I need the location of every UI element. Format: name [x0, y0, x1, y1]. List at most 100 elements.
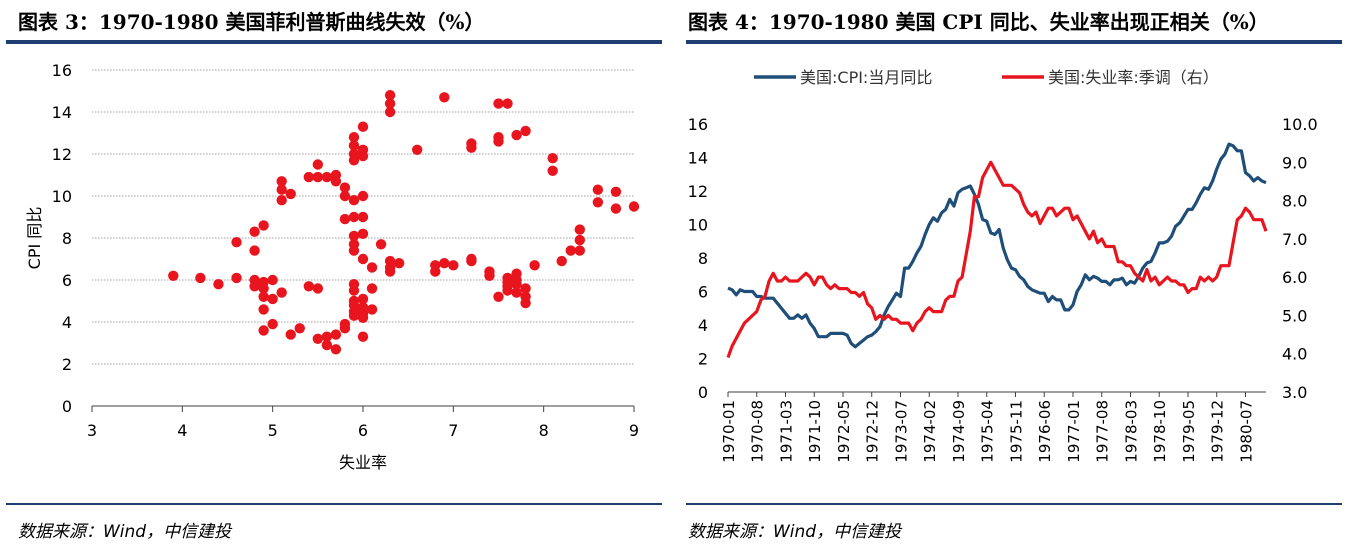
scatter-point	[520, 125, 531, 137]
line-left-y-tick-label: 12	[688, 182, 708, 201]
line-left-y-tick-label: 14	[688, 149, 708, 168]
scatter-point	[276, 176, 287, 187]
line-x-tick-label: 1978-03	[1122, 400, 1140, 463]
scatter-point	[628, 201, 640, 212]
unemployment-series-line	[726, 160, 1268, 359]
scatter-point	[484, 270, 495, 281]
line-x-tick-label: 1978-10	[1151, 400, 1169, 463]
cpi-series-line	[727, 142, 1267, 349]
scatter-point	[466, 138, 477, 149]
line-x-tick-label: 1971-03	[777, 400, 795, 463]
scatter-point	[348, 245, 360, 256]
scatter-point	[357, 150, 369, 162]
line-x-tick-label: 1975-04	[979, 400, 997, 463]
scatter-x-tick-label: 3	[87, 421, 97, 440]
scatter-point	[574, 224, 585, 235]
line-right-y-tick-label: 9.0	[1282, 153, 1307, 172]
scatter-point	[592, 197, 604, 208]
scatter-point	[348, 230, 360, 242]
scatter-point	[592, 184, 604, 195]
scatter-point	[493, 98, 504, 109]
scatter-point	[249, 281, 260, 292]
line-right-y-tick-label: 7.0	[1282, 230, 1307, 249]
line-left-y-tick-label: 2	[698, 350, 708, 369]
scatter-point	[348, 140, 360, 151]
scatter-y-tick-label: 8	[62, 229, 72, 248]
scatter-point	[357, 293, 369, 305]
scatter-x-tick-label: 7	[448, 421, 458, 440]
line-x-tick-label: 1974-09	[950, 400, 968, 463]
scatter-point	[357, 312, 369, 323]
scatter-point	[348, 310, 360, 321]
scatter-point	[366, 262, 378, 273]
scatter-point	[547, 153, 558, 164]
scatter-point	[357, 253, 369, 265]
scatter-point	[384, 90, 396, 101]
scatter-point	[213, 279, 224, 290]
scatter-point	[502, 98, 513, 109]
line-right-y-tick-label: 3.0	[1282, 383, 1307, 402]
scatter-y-tick-label: 14	[52, 103, 72, 122]
line-left-y-tick-label: 16	[688, 115, 708, 134]
scatter-point	[339, 318, 351, 330]
scatter-x-tick-label: 6	[358, 421, 368, 440]
scatter-point	[258, 283, 269, 294]
scatter-point	[384, 98, 396, 109]
left-bottom-rule	[6, 503, 662, 505]
left-chart-title: 图表 3：1970-1980 美国菲利普斯曲线失效（%）	[18, 10, 485, 34]
scatter-point	[556, 255, 567, 267]
scatter-point	[330, 329, 342, 340]
scatter-point	[312, 171, 324, 183]
line-x-tick-label: 1977-01	[1065, 400, 1083, 463]
scatter-point	[231, 272, 242, 284]
scatter-point	[357, 121, 369, 132]
scatter-point	[312, 159, 324, 170]
scatter-point	[384, 106, 396, 118]
line-right-y-tick-label: 4.0	[1282, 345, 1307, 364]
scatter-y-tick-label: 16	[52, 61, 72, 80]
scatter-point	[258, 325, 269, 336]
scatter-point	[339, 213, 351, 225]
scatter-y-tick-label: 12	[52, 145, 72, 164]
scatter-point	[303, 171, 314, 183]
scatter-point	[348, 132, 360, 143]
scatter-x-tick-label: 4	[177, 421, 187, 440]
scatter-point	[312, 283, 324, 294]
scatter-point	[375, 239, 387, 250]
line-x-tick-label: 1975-11	[1007, 400, 1025, 463]
scatter-point	[330, 176, 342, 187]
scatter-point	[493, 291, 504, 302]
line-x-tick-label: 1973-07	[892, 400, 910, 463]
scatter-point	[249, 226, 260, 237]
scatter-point	[348, 279, 360, 290]
scatter-point	[348, 211, 360, 223]
scatter-point	[357, 211, 369, 223]
line-x-tick-label: 1976-06	[1036, 400, 1054, 463]
scatter-point	[285, 329, 296, 340]
line-x-tick-label: 1980-07	[1237, 400, 1255, 463]
scatter-point	[511, 268, 522, 279]
line-x-tick-label: 1972-12	[864, 400, 882, 463]
scatter-point	[574, 234, 585, 246]
line-left-y-tick-label: 4	[698, 316, 708, 335]
scatter-point	[339, 190, 351, 202]
right-title-rule	[686, 40, 1342, 44]
scatter-point	[276, 195, 287, 206]
scatter-point	[339, 182, 351, 193]
scatter-point	[303, 281, 314, 292]
scatter-x-axis-title: 失业率	[339, 453, 387, 472]
scatter-point	[258, 220, 269, 231]
line-x-tick-label: 1979-12	[1209, 400, 1227, 463]
scatter-point	[312, 333, 324, 344]
scatter-point	[348, 148, 360, 160]
scatter-point	[357, 228, 369, 239]
scatter-point	[366, 304, 378, 315]
scatter-y-tick-label: 2	[62, 355, 72, 374]
scatter-point	[448, 260, 459, 271]
scatter-point	[321, 339, 333, 351]
scatter-point	[294, 323, 305, 334]
scatter-point	[348, 195, 360, 206]
left-source-note: 数据来源：Wind，中信建投	[18, 522, 232, 542]
scatter-point	[249, 245, 260, 256]
scatter-point	[384, 262, 396, 273]
